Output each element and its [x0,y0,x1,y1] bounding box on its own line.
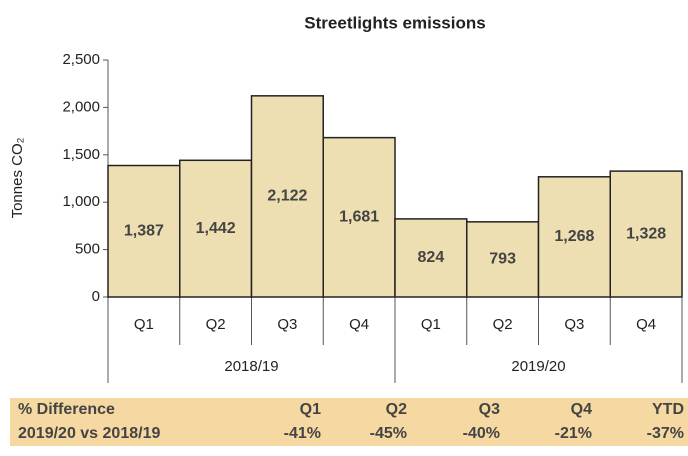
x-tick-label: Q3 [564,316,584,333]
table-cell: -45% [370,425,407,442]
y-tick-label: 2,500 [62,51,100,68]
table-cell: -40% [463,425,500,442]
table-header: Q3 [479,401,500,418]
group-label: 2018/19 [224,358,278,375]
value-label: 1,387 [124,222,164,239]
value-label: 1,442 [196,220,236,237]
x-tick-label: Q4 [636,316,656,333]
y-axis-label: Tonnes CO₂ [9,137,26,218]
table-header: YTD [652,401,684,418]
value-label: 1,681 [339,209,379,226]
x-tick-label: Q1 [421,316,441,333]
value-label: 2,122 [267,188,307,205]
y-tick-label: 0 [92,288,100,305]
x-tick-label: Q4 [349,316,369,333]
bar [250,95,324,298]
x-tick-label: Q2 [493,316,513,333]
chart-title: Streetlights emissions [304,13,485,32]
table-cell: -21% [555,425,592,442]
table-header: Q4 [571,401,592,418]
bar [537,176,611,298]
table-background [10,398,688,446]
table-cell: 2019/20 vs 2018/19 [18,425,160,442]
y-tick-label: 1,000 [62,193,100,210]
y-tick-label: 1,500 [62,146,100,163]
table-cell: -37% [647,425,684,442]
y-tick-label: 500 [75,241,100,258]
value-label: 1,328 [626,225,666,242]
value-label: 824 [418,249,445,266]
bar [322,136,396,298]
bar [107,164,181,298]
x-tick-label: Q3 [277,316,297,333]
y-tick-label: 2,000 [62,98,100,115]
table-header: Q2 [386,401,407,418]
bar [394,218,468,298]
table-cell: -41% [284,425,321,442]
bar [179,159,253,298]
x-tick-label: Q1 [134,316,154,333]
bar [466,221,540,298]
group-label: 2019/20 [511,358,565,375]
table-header: Q1 [300,401,321,418]
value-label: 1,268 [554,228,594,245]
value-label: 793 [489,251,516,268]
table-header: % Difference [18,401,115,418]
bar [609,170,683,298]
x-tick-label: Q2 [206,316,226,333]
